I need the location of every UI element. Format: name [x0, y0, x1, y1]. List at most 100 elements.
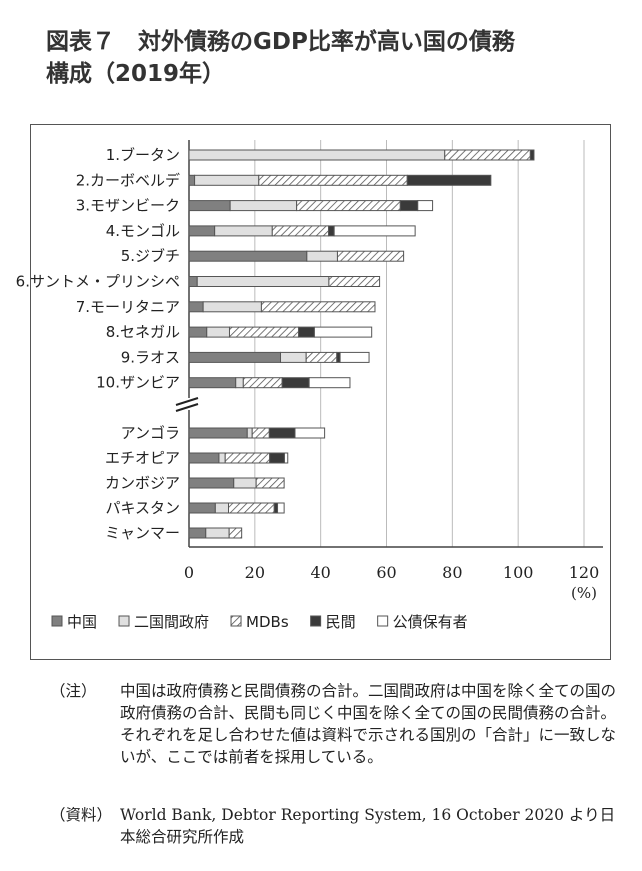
bar-segment — [228, 326, 300, 338]
legend-label: 民間 — [326, 613, 356, 631]
bar-segment — [224, 452, 271, 464]
bar-segment — [417, 200, 434, 212]
bar-segment — [228, 527, 243, 539]
bar-segment — [214, 225, 273, 237]
bar-segment — [188, 326, 208, 338]
bar-segment — [255, 477, 285, 489]
bar-segment — [271, 225, 330, 237]
category-label: アンゴラ — [121, 424, 180, 442]
x-tick-label: 100 — [503, 563, 534, 582]
category-label: 8.セネガル — [106, 323, 180, 341]
bar-segment — [308, 377, 351, 389]
category-label: 6.サントメ・プリンシペ — [16, 273, 180, 291]
bar-segment — [251, 427, 270, 439]
category-label: 2.カーボベルデ — [76, 171, 180, 189]
bar-chart: 0 20 40 60 80 100 120 (%) 1.ブータン 2.カーボベルデ 3.モザンビーク… — [16, 140, 603, 631]
legend-label: 二国間政府 — [134, 613, 209, 631]
bar-segment — [298, 326, 315, 338]
bar-segment — [188, 174, 196, 186]
bar-segment — [242, 377, 283, 389]
bar-segment — [333, 225, 416, 237]
bar-segment — [305, 351, 338, 363]
bar-segment — [258, 174, 408, 186]
legend-label: MDBs — [246, 613, 289, 631]
bar-segment — [296, 200, 401, 212]
x-unit-label: (%) — [571, 584, 597, 602]
category-label: パキスタン — [105, 499, 180, 517]
x-tick-label: 0 — [184, 563, 194, 582]
bar-segment — [277, 502, 285, 514]
category-label: 4.モンゴル — [106, 222, 180, 240]
bar-segment — [306, 250, 338, 262]
bar-segment — [313, 326, 373, 338]
legend-label: 公債保有者 — [393, 613, 468, 631]
bar-segment — [202, 301, 262, 313]
bar-segment — [229, 200, 298, 212]
axis-break-gap — [176, 398, 202, 410]
bar-segment — [280, 351, 307, 363]
x-tick-label: 40 — [310, 563, 330, 582]
bar-segment — [283, 452, 289, 464]
bar-segment — [260, 301, 376, 313]
legend-swatch — [51, 615, 63, 627]
note-text: 中国は政府債務と民間債務の合計。二国間政府は中国を除く全ての国の政府債務の合計、… — [120, 682, 617, 766]
bar-segment — [206, 326, 230, 338]
bar-segment — [188, 527, 207, 539]
bar-segment — [218, 452, 226, 464]
bar-segment — [205, 527, 230, 539]
bar-segment — [336, 250, 405, 262]
title-line1: 図表７ 対外債務のGDP比率が高い国の債務 — [46, 29, 515, 55]
note-key: （注） — [50, 682, 97, 700]
source-text: World Bank, Debtor Reporting System, 16 … — [120, 806, 616, 846]
bar-segment — [188, 301, 204, 313]
category-label: 10.ザンビア — [96, 374, 180, 392]
category-label: 7.モーリタニア — [76, 298, 180, 316]
bar-segment — [214, 502, 229, 514]
bar-segment — [529, 149, 535, 161]
bar-segment — [399, 200, 419, 212]
bar-segment — [188, 452, 220, 464]
bar-segment — [188, 276, 198, 287]
bar-segment — [188, 477, 235, 489]
bar-segment — [188, 250, 308, 262]
bar-segment — [339, 351, 370, 363]
bar-segment — [233, 477, 257, 489]
category-label: 3.モザンビーク — [76, 197, 180, 215]
x-tick-label: 120 — [569, 563, 600, 582]
bar-segment — [188, 427, 248, 439]
legend-swatch — [310, 615, 322, 627]
bar-segment — [246, 427, 253, 439]
bar-segment — [188, 149, 446, 161]
x-tick-label: 20 — [245, 563, 265, 582]
bar-segment — [268, 427, 296, 439]
category-label: 5.ジブチ — [121, 247, 180, 265]
category-label: カンボジア — [105, 474, 180, 492]
axis-break-mark — [175, 397, 199, 406]
title-line2: 構成（2019年） — [46, 61, 226, 87]
axis-break-mark — [175, 403, 199, 412]
source-key: （資料） — [50, 806, 113, 824]
bar-segment — [281, 377, 310, 389]
chart-title: 図表７ 対外債務のGDP比率が高い国の債務 構成（2019年） — [46, 26, 515, 90]
bar-segment — [294, 427, 326, 439]
bar-segment — [328, 225, 335, 237]
category-label: エチオピア — [105, 449, 180, 467]
legend-swatch — [118, 615, 130, 627]
chart-frame — [30, 124, 611, 660]
bar-segment — [196, 276, 330, 287]
legend-label: 中国 — [67, 613, 97, 631]
x-tick-label: 60 — [376, 563, 396, 582]
category-label: 9.ラオス — [121, 348, 180, 366]
bar-segment — [188, 225, 216, 237]
bar-segment — [188, 502, 216, 514]
legend-swatch — [377, 615, 389, 627]
bar-segment — [328, 276, 381, 287]
bar-segment — [188, 377, 237, 389]
bar-segment — [269, 452, 285, 464]
bar-segment — [188, 351, 282, 363]
legend-swatch — [230, 615, 242, 627]
category-label: 1.ブータン — [106, 146, 180, 164]
bar-segment — [444, 149, 531, 161]
category-label: ミャンマー — [105, 524, 180, 542]
bar-segment — [194, 174, 260, 186]
